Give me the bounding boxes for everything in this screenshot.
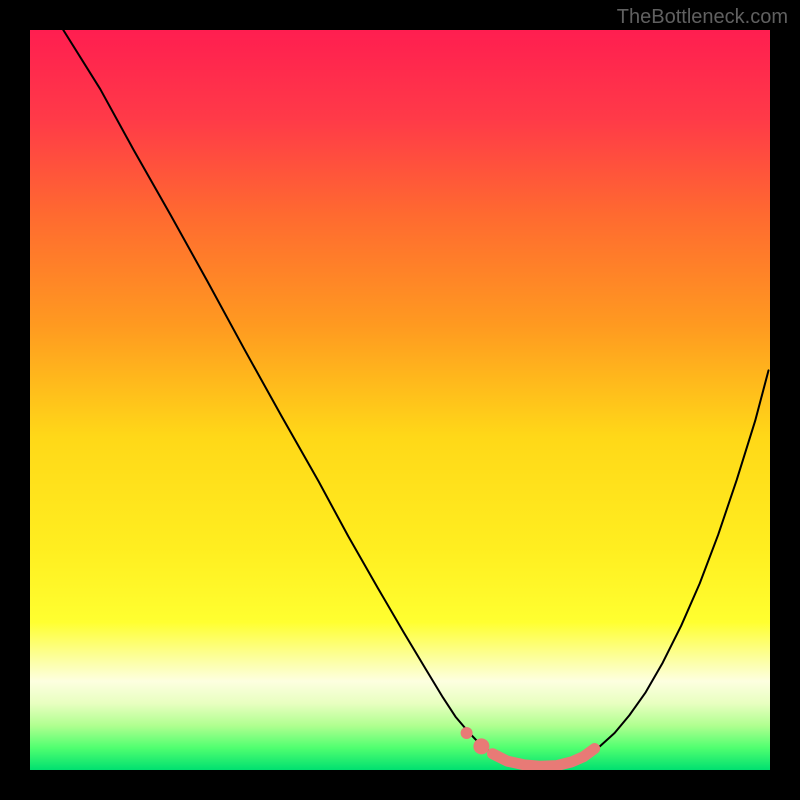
watermark-text: TheBottleneck.com	[617, 6, 788, 29]
plot-background	[30, 30, 770, 770]
highlight-dot	[473, 738, 489, 754]
chart-container: TheBottleneck.com	[0, 0, 800, 800]
plot-area	[30, 30, 770, 770]
plot-svg	[30, 30, 770, 770]
highlight-dot	[461, 727, 473, 739]
